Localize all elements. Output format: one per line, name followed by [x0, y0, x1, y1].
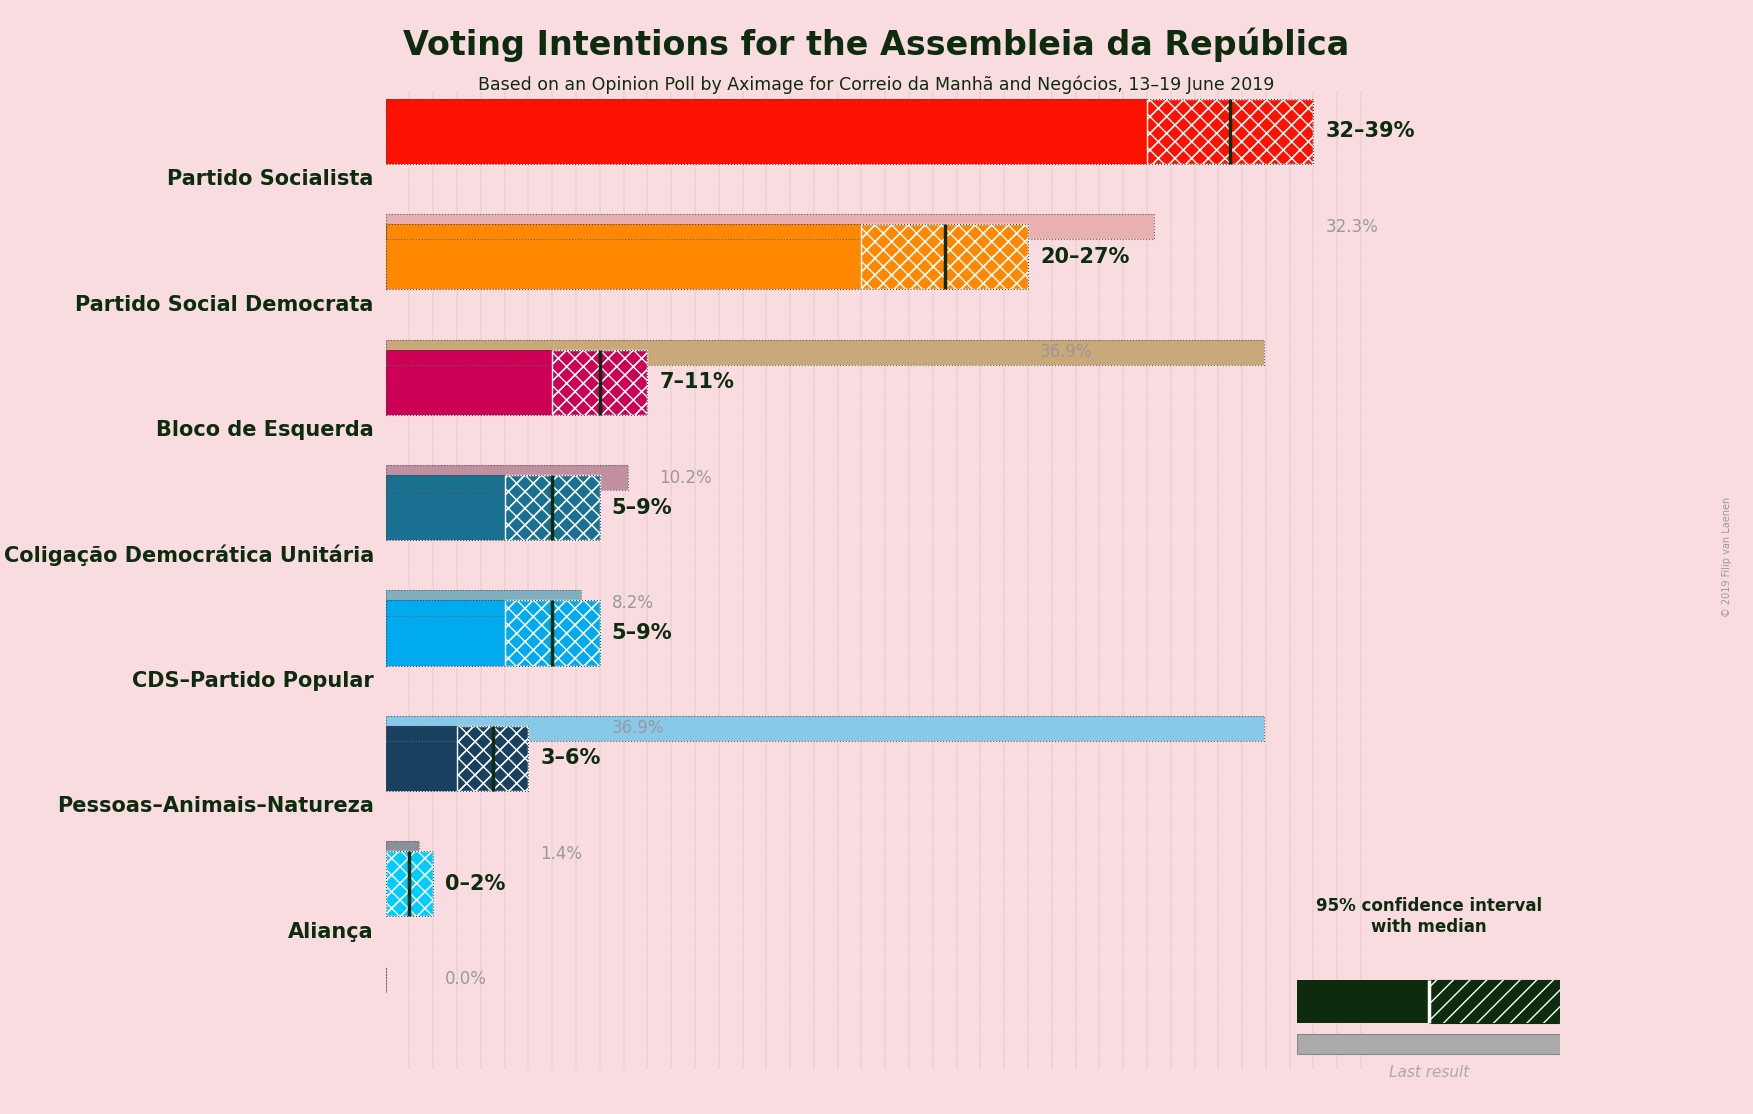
Bar	[386, 590, 580, 616]
Bar	[386, 716, 1264, 741]
Bar	[505, 475, 600, 540]
Text: 0–2%: 0–2%	[445, 873, 505, 893]
Bar	[386, 350, 647, 414]
Bar	[386, 224, 1027, 290]
Bar	[386, 716, 1264, 741]
Bar	[386, 224, 1027, 290]
Bar	[386, 475, 600, 540]
Text: Coligação Democrática Unitária: Coligação Democrática Unitária	[4, 545, 373, 566]
Bar	[1146, 99, 1313, 164]
Text: © 2019 Filip van Laenen: © 2019 Filip van Laenen	[1721, 497, 1732, 617]
Bar	[386, 600, 600, 666]
Bar	[505, 475, 600, 540]
Text: 95% confidence interval
with median: 95% confidence interval with median	[1317, 897, 1541, 936]
Bar	[386, 99, 1146, 164]
Text: Bloco de Esquerda: Bloco de Esquerda	[156, 420, 373, 440]
Bar	[505, 600, 600, 666]
Bar	[458, 726, 528, 791]
Bar	[458, 726, 528, 791]
Bar	[386, 590, 580, 616]
Bar	[386, 465, 628, 490]
Bar	[552, 350, 647, 414]
Bar	[505, 475, 600, 540]
Bar	[861, 224, 1027, 290]
Bar	[386, 99, 1313, 164]
Bar	[386, 214, 1153, 240]
Text: 32–39%: 32–39%	[1325, 121, 1415, 141]
Bar	[505, 600, 600, 666]
Bar	[386, 340, 1264, 364]
Bar	[1146, 99, 1313, 164]
Bar	[386, 350, 552, 414]
Bar	[1297, 1034, 1560, 1054]
Text: Partido Socialista: Partido Socialista	[167, 169, 373, 189]
Bar	[505, 600, 600, 666]
Bar	[1429, 980, 1560, 1023]
Bar	[386, 600, 505, 666]
Bar	[458, 726, 528, 791]
Text: Aliança: Aliança	[287, 921, 373, 941]
Text: 5–9%: 5–9%	[612, 498, 673, 518]
Text: Based on an Opinion Poll by Aximage for Correio da Manhã and Negócios, 13–19 Jun: Based on an Opinion Poll by Aximage for …	[479, 76, 1274, 95]
Text: 36.9%: 36.9%	[1040, 343, 1092, 361]
Bar	[386, 851, 433, 917]
Bar	[386, 726, 528, 791]
Text: Last result: Last result	[1388, 1065, 1469, 1079]
Bar	[386, 851, 433, 917]
Text: Voting Intentions for the Assembleia da República: Voting Intentions for the Assembleia da …	[403, 28, 1350, 62]
Text: 1.4%: 1.4%	[540, 844, 582, 862]
Text: 32.3%: 32.3%	[1325, 217, 1378, 236]
Bar	[552, 350, 647, 414]
Bar	[386, 475, 505, 540]
Text: 36.9%: 36.9%	[612, 720, 664, 737]
Text: 0.0%: 0.0%	[445, 970, 487, 988]
Bar	[386, 851, 433, 917]
Bar	[386, 726, 528, 791]
Bar	[386, 726, 458, 791]
Text: 10.2%: 10.2%	[659, 469, 712, 487]
Bar	[386, 841, 419, 867]
Bar	[386, 340, 1264, 364]
Text: 5–9%: 5–9%	[612, 623, 673, 643]
Bar	[1297, 980, 1429, 1023]
Bar	[386, 600, 600, 666]
Text: 3–6%: 3–6%	[540, 749, 601, 769]
Text: Partido Social Democrata: Partido Social Democrata	[75, 294, 373, 314]
Bar	[386, 475, 600, 540]
Bar	[386, 851, 433, 917]
Text: Pessoas–Animais–Natureza: Pessoas–Animais–Natureza	[56, 797, 373, 817]
Text: 8.2%: 8.2%	[612, 594, 654, 612]
Bar	[386, 224, 861, 290]
Bar	[861, 224, 1027, 290]
Bar	[552, 350, 647, 414]
Bar	[386, 99, 1313, 164]
Bar	[1429, 980, 1560, 1023]
Bar	[386, 350, 647, 414]
Bar	[1146, 99, 1313, 164]
Bar	[386, 841, 419, 867]
Bar	[386, 465, 628, 490]
Bar	[386, 851, 433, 917]
Text: 20–27%: 20–27%	[1040, 247, 1129, 267]
Bar	[861, 224, 1027, 290]
Text: CDS–Partido Popular: CDS–Partido Popular	[131, 671, 373, 691]
Text: 7–11%: 7–11%	[659, 372, 735, 392]
Bar	[386, 214, 1153, 240]
